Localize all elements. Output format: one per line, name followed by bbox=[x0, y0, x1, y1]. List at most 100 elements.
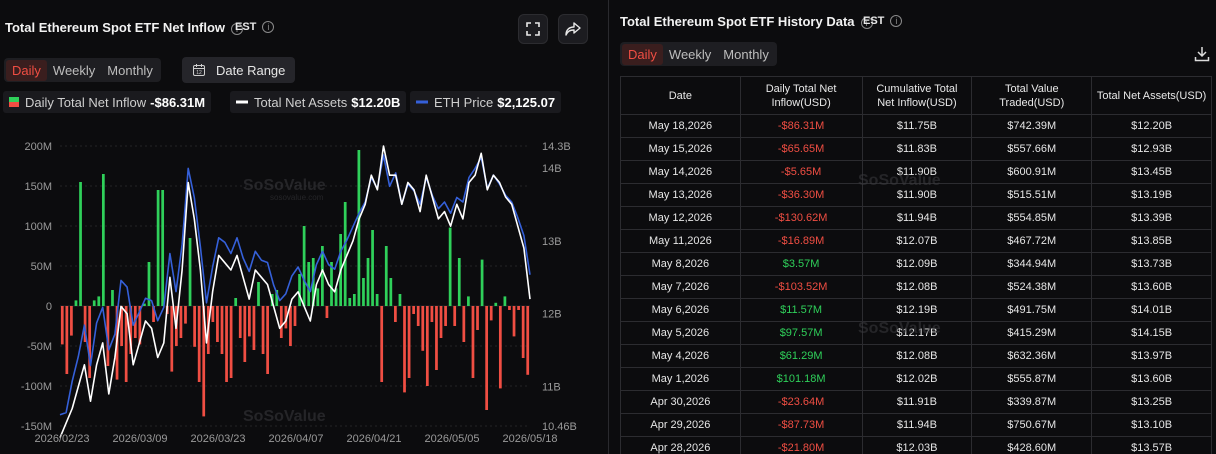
inflow-bar bbox=[184, 306, 187, 324]
date-range-button[interactable]: 12 Date Range bbox=[182, 57, 296, 83]
inflow-bar bbox=[453, 306, 457, 326]
inflow-bar bbox=[430, 306, 434, 322]
cell-cumulative-inflow: $12.08B bbox=[861, 275, 973, 299]
info-icon[interactable]: i bbox=[231, 22, 244, 35]
legend-label: Daily Total Net Inflow bbox=[25, 94, 147, 110]
eth-price-line bbox=[59, 154, 531, 416]
history-title: Total Ethereum Spot ETF History Data i bbox=[620, 14, 873, 29]
cell-value-traded: $467.72M bbox=[971, 229, 1093, 253]
cell-cumulative-inflow: $12.02B bbox=[861, 367, 973, 391]
download-icon bbox=[1194, 47, 1210, 62]
cell-cumulative-inflow: $12.07B bbox=[861, 229, 973, 253]
inflow-bar bbox=[257, 282, 260, 306]
inflow-bar bbox=[298, 274, 301, 306]
legend-net-assets[interactable]: Total Net Assets $12.20B bbox=[230, 91, 407, 113]
x-tick-label: 2026/02/23 bbox=[34, 433, 89, 445]
inflow-bar bbox=[225, 306, 228, 382]
cell-daily-inflow: $3.57M bbox=[739, 252, 863, 276]
col-date[interactable]: Date bbox=[620, 76, 741, 115]
inflow-bar bbox=[316, 288, 320, 306]
cell-net-assets: $13.97B bbox=[1091, 344, 1212, 368]
cell-daily-inflow: -$130.62M bbox=[739, 206, 863, 230]
inflow-bar bbox=[421, 306, 425, 351]
net-inflow-panel: Total Ethereum Spot ETF Net Inflow i EST i… bbox=[0, 0, 600, 454]
cell-net-assets: $13.10B bbox=[1091, 413, 1212, 437]
fullscreen-button[interactable] bbox=[518, 14, 548, 44]
history-table: Date Daily Total Net Inflow(USD) Cumulat… bbox=[620, 76, 1212, 454]
cell-cumulative-inflow: $11.94B bbox=[861, 413, 973, 437]
inflow-bar bbox=[512, 306, 516, 337]
cell-date: May 14,2026 bbox=[620, 160, 741, 184]
legend-net-inflow[interactable]: Daily Total Net Inflow -$86.31M bbox=[3, 91, 212, 113]
cell-cumulative-inflow: $11.91B bbox=[861, 390, 973, 414]
cell-value-traded: $415.29M bbox=[971, 321, 1093, 345]
timezone-info-icon[interactable]: i bbox=[890, 15, 903, 28]
x-tick-label: 2026/04/21 bbox=[346, 433, 401, 445]
cell-net-assets: $13.73B bbox=[1091, 252, 1212, 276]
tab-monthly[interactable]: Monthly bbox=[107, 62, 153, 78]
timezone-label[interactable]: EST i bbox=[863, 15, 903, 28]
share-button[interactable] bbox=[558, 14, 588, 44]
table-row: May 6,2026 $11.57M $12.19B $491.75M $14.01B bbox=[620, 298, 1212, 322]
tab-weekly[interactable]: Weekly bbox=[52, 62, 96, 78]
net-assets-line bbox=[59, 145, 531, 439]
tab-daily[interactable]: Daily bbox=[6, 59, 47, 81]
y-right-tick-label: 11B bbox=[542, 382, 561, 394]
y-left-tick-label: -150M bbox=[21, 421, 52, 433]
x-tick-label: 2026/04/07 bbox=[268, 433, 323, 445]
history-panel: Total Ethereum Spot ETF History Data i ES… bbox=[608, 0, 1216, 454]
tab-daily[interactable]: Daily bbox=[622, 43, 663, 65]
table-row: Apr 29,2026 -$87.73M $11.94B $750.67M $13.10… bbox=[620, 413, 1212, 437]
history-title-text: Total Ethereum Spot ETF History Data bbox=[620, 14, 855, 29]
inflow-bar bbox=[284, 306, 288, 329]
inflow-bar bbox=[325, 306, 329, 318]
inflow-bar bbox=[362, 278, 365, 306]
timezone-info-icon[interactable]: i bbox=[262, 21, 275, 34]
inflow-bar bbox=[97, 296, 101, 306]
inflow-bar bbox=[106, 306, 110, 366]
col-cumulative-inflow[interactable]: Cumulative Total Net Inflow(USD) bbox=[861, 76, 973, 115]
inflow-bar bbox=[352, 294, 356, 306]
cell-net-assets: $12.93B bbox=[1091, 137, 1212, 161]
inflow-bar bbox=[416, 306, 420, 326]
cell-net-assets: $13.60B bbox=[1091, 367, 1212, 391]
timezone-label[interactable]: EST i bbox=[235, 21, 275, 34]
inflow-bar bbox=[220, 306, 224, 354]
info-icon[interactable]: i bbox=[860, 16, 873, 29]
inflow-bar bbox=[485, 306, 489, 410]
chart-title-text: Total Ethereum Spot ETF Net Inflow bbox=[5, 20, 226, 35]
inflow-bar bbox=[238, 306, 242, 338]
inflow-bar bbox=[471, 306, 475, 378]
inflow-bar bbox=[143, 303, 146, 306]
y-right-tick-label: 12B bbox=[542, 309, 562, 321]
cell-cumulative-inflow: $12.08B bbox=[861, 344, 973, 368]
tab-monthly[interactable]: Monthly bbox=[723, 46, 769, 62]
cell-daily-inflow: -$86.31M bbox=[739, 114, 863, 138]
timezone-text: EST bbox=[863, 15, 885, 27]
cell-date: Apr 29,2026 bbox=[620, 413, 741, 437]
inflow-bar bbox=[243, 306, 247, 362]
cell-date: May 7,2026 bbox=[620, 275, 741, 299]
download-button[interactable] bbox=[1194, 46, 1212, 64]
cell-cumulative-inflow: $11.94B bbox=[861, 206, 973, 230]
inflow-bar bbox=[476, 306, 479, 330]
inflow-bar bbox=[124, 306, 128, 382]
legend-label: ETH Price bbox=[434, 94, 494, 110]
inflow-bar bbox=[229, 306, 233, 378]
cell-daily-inflow: $97.57M bbox=[739, 321, 863, 345]
tab-weekly[interactable]: Weekly bbox=[668, 46, 712, 62]
cell-cumulative-inflow: $11.83B bbox=[861, 137, 973, 161]
col-daily-inflow[interactable]: Daily Total Net Inflow(USD) bbox=[739, 76, 863, 115]
inflow-bar bbox=[457, 258, 461, 306]
table-row: May 4,2026 $61.29M $12.08B $632.36M $13.97B bbox=[620, 344, 1212, 368]
history-table-wrap: Date Daily Total Net Inflow(USD) Cumulat… bbox=[620, 76, 1212, 454]
col-net-assets[interactable]: Total Net Assets(USD) bbox=[1091, 76, 1212, 115]
x-tick-label: 2026/03/23 bbox=[190, 433, 245, 445]
inflow-bar bbox=[366, 258, 370, 306]
cell-daily-inflow: -$36.30M bbox=[739, 183, 863, 207]
col-value-traded[interactable]: Total Value Traded(USD) bbox=[971, 76, 1093, 115]
blue-line-legend-icon bbox=[416, 100, 428, 104]
inflow-bar bbox=[398, 294, 402, 306]
cell-value-traded: $600.91M bbox=[971, 160, 1093, 184]
legend-eth-price[interactable]: ETH Price $2,125.07 bbox=[410, 91, 562, 113]
